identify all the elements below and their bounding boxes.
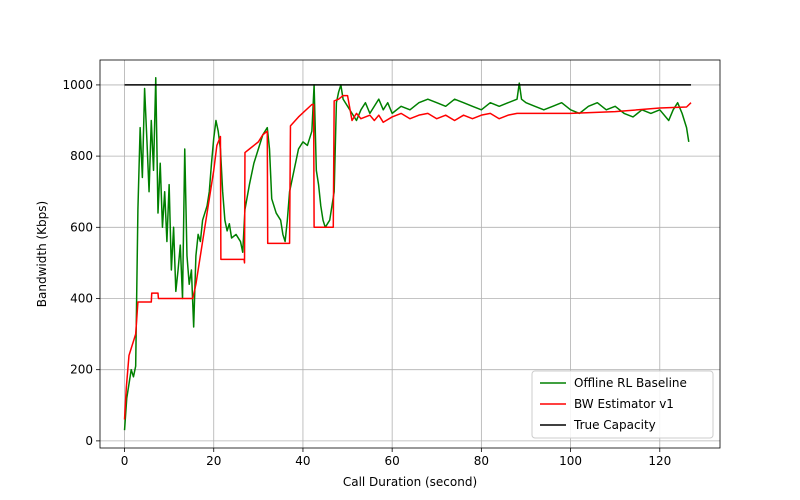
plot-area-frame <box>99 59 721 449</box>
series-line <box>123 77 690 431</box>
x-tick-label: 40 <box>295 454 310 468</box>
y-tick-label: 800 <box>70 149 93 163</box>
series-line <box>123 94 692 420</box>
x-tick-label: 20 <box>206 454 221 468</box>
grid <box>100 60 720 448</box>
y-tick-label: 400 <box>70 291 93 305</box>
legend-box <box>531 370 714 439</box>
series-layer <box>123 77 692 431</box>
legend-entry-label: Offline RL Baseline <box>574 376 687 390</box>
legend: Offline RL Baseline BW Estimator v1 True C… <box>531 370 714 439</box>
y-tick-label: 200 <box>70 363 93 377</box>
y-tick-label: 0 <box>85 434 93 448</box>
x-tick-label: 0 <box>121 454 129 468</box>
x-tick-label: 100 <box>559 454 582 468</box>
x-tick-label: 120 <box>648 454 671 468</box>
legend-entry-label: BW Estimator v1 <box>574 397 674 411</box>
x-tick-label: 60 <box>385 454 400 468</box>
axis-ticks: 0 20 40 60 80 100 120 0 200 400 600 800 1000 <box>62 78 671 468</box>
legend-entry-label: True Capacity <box>573 418 656 432</box>
y-tick-label: 600 <box>70 220 93 234</box>
y-tick-label: 1000 <box>62 78 93 92</box>
x-tick-label: 80 <box>474 454 489 468</box>
y-axis-label: Bandwidth (Kbps) <box>35 201 49 307</box>
x-axis-label: Call Duration (second) <box>343 475 477 489</box>
